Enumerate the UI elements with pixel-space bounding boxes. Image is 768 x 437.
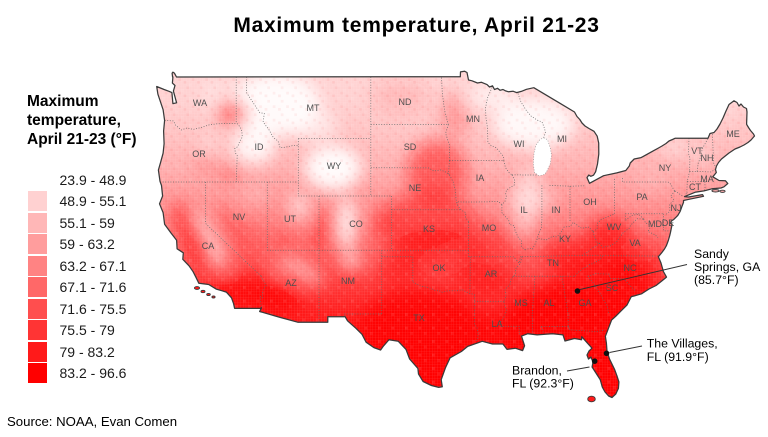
svg-text:AR: AR	[485, 269, 498, 279]
svg-text:OH: OH	[583, 197, 597, 207]
svg-text:TX: TX	[413, 313, 425, 323]
svg-text:CO: CO	[349, 219, 363, 229]
svg-text:UT: UT	[284, 214, 296, 224]
svg-text:WA: WA	[193, 98, 207, 108]
svg-text:NM: NM	[341, 276, 355, 286]
svg-text:IL: IL	[520, 205, 528, 215]
svg-text:VT: VT	[691, 146, 703, 156]
svg-text:MS: MS	[514, 298, 528, 308]
svg-text:NV: NV	[233, 212, 246, 222]
svg-text:The Villages,: The Villages,	[647, 337, 718, 351]
svg-text:NC: NC	[624, 263, 637, 273]
svg-text:IN: IN	[552, 205, 561, 215]
svg-text:ID: ID	[255, 142, 265, 152]
svg-text:DE: DE	[662, 218, 675, 228]
svg-text:MD: MD	[648, 219, 662, 229]
svg-text:ND: ND	[399, 97, 412, 107]
svg-text:CA: CA	[202, 241, 215, 251]
svg-text:Springs, GA: Springs, GA	[694, 260, 761, 274]
svg-text:AZ: AZ	[285, 278, 297, 288]
svg-text:OK: OK	[432, 263, 445, 273]
svg-text:NH: NH	[701, 153, 714, 163]
svg-text:CT: CT	[689, 182, 701, 192]
svg-text:FL (92.3°F): FL (92.3°F)	[512, 377, 574, 391]
svg-text:GA: GA	[578, 298, 591, 308]
svg-text:SC: SC	[606, 283, 619, 293]
svg-text:AL: AL	[543, 298, 554, 308]
svg-text:OR: OR	[192, 149, 206, 159]
svg-text:NY: NY	[659, 163, 672, 173]
svg-text:TN: TN	[547, 258, 559, 268]
svg-text:MA: MA	[700, 174, 714, 184]
svg-text:LA: LA	[491, 319, 502, 329]
svg-text:(85.7°F): (85.7°F)	[694, 273, 739, 287]
svg-text:ME: ME	[726, 129, 740, 139]
svg-text:WI: WI	[514, 139, 525, 149]
svg-text:IA: IA	[476, 173, 485, 183]
svg-text:KS: KS	[423, 224, 435, 234]
svg-text:FL (91.9°F): FL (91.9°F)	[647, 350, 709, 364]
svg-text:MN: MN	[466, 114, 480, 124]
svg-text:NE: NE	[409, 183, 422, 193]
svg-text:MO: MO	[482, 223, 497, 233]
svg-text:WV: WV	[607, 222, 622, 232]
svg-text:SD: SD	[404, 142, 417, 152]
svg-text:MT: MT	[307, 103, 320, 113]
svg-text:Brandon,: Brandon,	[512, 363, 562, 377]
svg-text:WY: WY	[327, 161, 342, 171]
svg-text:PA: PA	[636, 192, 647, 202]
svg-text:VA: VA	[629, 238, 640, 248]
svg-text:KY: KY	[559, 234, 571, 244]
svg-text:MI: MI	[557, 134, 567, 144]
svg-text:NJ: NJ	[671, 203, 682, 213]
svg-text:Sandy: Sandy	[694, 247, 730, 261]
